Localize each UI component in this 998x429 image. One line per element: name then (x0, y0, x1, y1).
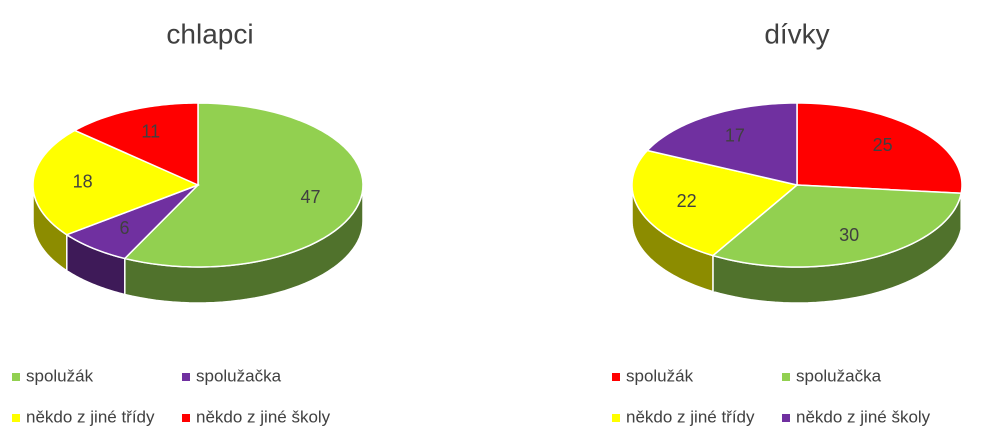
pie-slice (32, 129, 200, 236)
chart-title: chlapci (166, 18, 253, 49)
pie-slice (65, 184, 199, 260)
legend-swatch (182, 373, 190, 381)
data-label: 6 (120, 218, 130, 238)
data-label: 11 (141, 121, 160, 141)
pie-slice (645, 102, 798, 186)
data-label: 25 (873, 135, 893, 155)
legend-swatch (782, 414, 790, 422)
legend-label: spolužačka (196, 366, 282, 385)
legend-swatch (182, 414, 190, 422)
pie-slice (73, 102, 199, 187)
data-label: 18 (73, 172, 93, 192)
legend-swatch (12, 414, 20, 422)
pie-slice (711, 184, 963, 268)
data-label: 22 (677, 191, 697, 211)
legend-swatch (782, 373, 790, 381)
legend-label: někdo z jiné třídy (626, 407, 755, 426)
data-label: 30 (839, 225, 859, 245)
legend-swatch (612, 373, 620, 381)
data-label: 47 (300, 187, 320, 207)
legend-swatch (612, 414, 620, 422)
chart-title: dívky (764, 18, 829, 49)
pie-slice (123, 102, 364, 268)
legend-label: někdo z jiné školy (796, 407, 931, 426)
pie-slice (631, 149, 799, 257)
legend-swatch (12, 373, 20, 381)
legend-label: někdo z jiné školy (196, 407, 331, 426)
legend-label: někdo z jiné třídy (26, 407, 155, 426)
data-label: 17 (725, 125, 745, 145)
legend-label: spolužák (626, 366, 694, 385)
pie-slice (796, 102, 963, 194)
legend-label: spolužák (26, 366, 94, 385)
legend-label: spolužačka (796, 366, 882, 385)
